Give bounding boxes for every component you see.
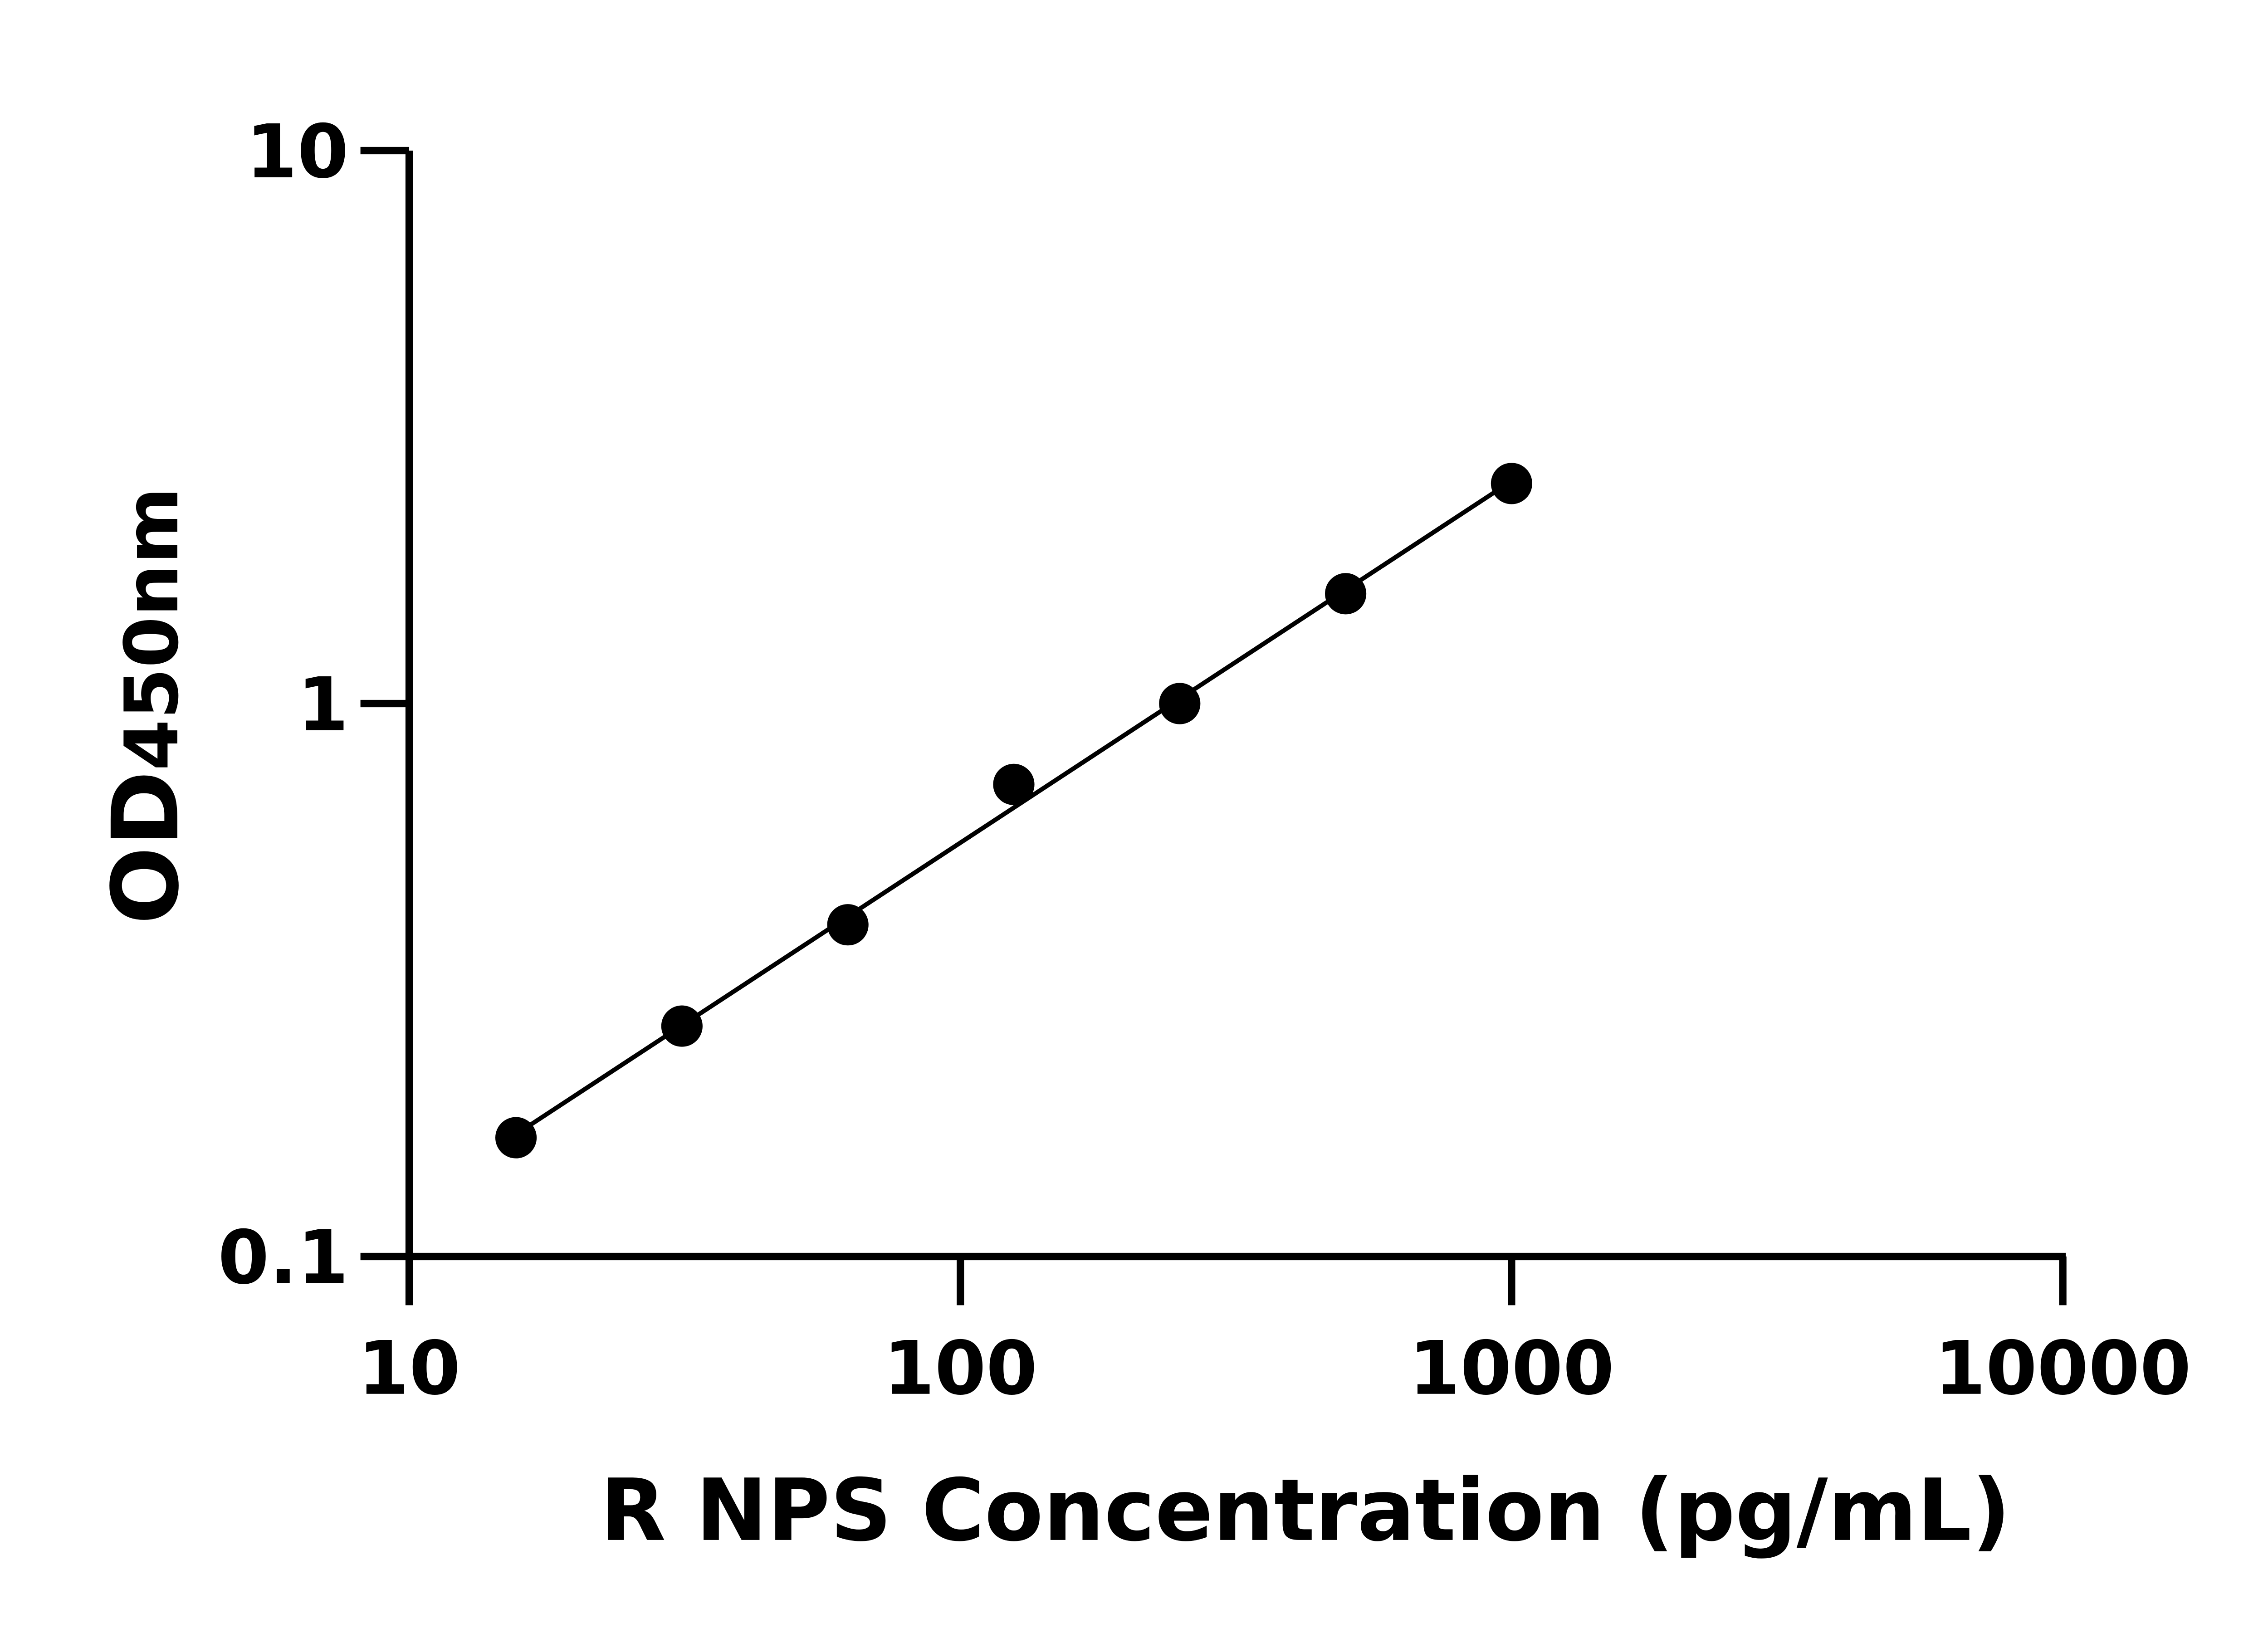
data-point bbox=[993, 763, 1035, 805]
y-tick-label: 0.1 bbox=[218, 1215, 348, 1301]
data-point bbox=[827, 904, 869, 946]
x-ticks: 10 100 1000 10000 bbox=[358, 1256, 2191, 1412]
data-points bbox=[495, 463, 1532, 1159]
data-point bbox=[1491, 463, 1532, 504]
data-point bbox=[1159, 683, 1201, 724]
y-tick-label: 1 bbox=[297, 662, 348, 748]
y-axis-title-main: OD bbox=[93, 771, 199, 924]
data-point bbox=[1325, 573, 1367, 615]
x-tick-label: 100 bbox=[883, 1326, 1037, 1412]
axes bbox=[405, 151, 2066, 1261]
x-axis-title: R NPS Concentration (pg/mL) bbox=[600, 1461, 2011, 1560]
x-tick-label: 10000 bbox=[1935, 1326, 2191, 1412]
y-axis-title: OD450nm bbox=[93, 487, 199, 924]
data-point bbox=[495, 1117, 537, 1159]
x-tick-label: 1000 bbox=[1409, 1326, 1614, 1412]
y-tick-label: 10 bbox=[246, 109, 348, 195]
x-tick-label: 10 bbox=[358, 1326, 460, 1412]
y-axis-title-sub: 450nm bbox=[109, 487, 195, 771]
data-point bbox=[661, 1005, 703, 1047]
y-ticks: 0.1 1 10 bbox=[218, 109, 410, 1301]
